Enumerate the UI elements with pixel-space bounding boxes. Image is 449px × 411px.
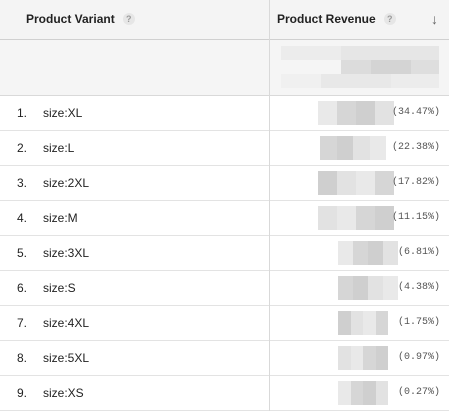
variant-link[interactable]: size:XS: [43, 386, 84, 400]
table-header: Product Variant ? Product Revenue ? ↓: [0, 0, 449, 40]
revenue-percentage: (17.82%): [391, 177, 440, 188]
revenue-percentage: (4.38%): [397, 282, 440, 293]
table-row[interactable]: 1. size:XL (34.47%): [0, 96, 449, 131]
redacted-revenue-value: [338, 241, 398, 265]
revenue-percentage: (34.47%): [391, 107, 440, 118]
row-index: 4.: [17, 211, 28, 225]
row-index: 6.: [17, 281, 28, 295]
row-index: 2.: [17, 141, 28, 155]
table-row[interactable]: 5. size:3XL (6.81%): [0, 236, 449, 271]
redacted-revenue-value: [338, 381, 388, 405]
redacted-revenue-value: [338, 311, 388, 335]
variant-link[interactable]: size:4XL: [43, 316, 90, 330]
row-index: 8.: [17, 351, 28, 365]
redacted-revenue-value: [338, 276, 398, 300]
variant-link[interactable]: size:S: [43, 281, 76, 295]
column-header-label: Product Variant: [26, 12, 115, 26]
revenue-percentage: (1.75%): [397, 317, 440, 328]
help-icon[interactable]: ?: [383, 13, 396, 25]
revenue-percentage: (22.38%): [391, 142, 440, 153]
help-icon[interactable]: ?: [122, 13, 135, 25]
table-row[interactable]: 2. size:L (22.38%): [0, 131, 449, 166]
variant-link[interactable]: size:3XL: [43, 246, 90, 260]
table-row[interactable]: 4. size:M (11.15%): [0, 201, 449, 236]
table-row[interactable]: 8. size:5XL (0.97%): [0, 341, 449, 376]
revenue-percentage: (6.81%): [397, 247, 440, 258]
variant-link[interactable]: size:5XL: [43, 351, 90, 365]
row-index: 9.: [17, 386, 28, 400]
redacted-total-value: [281, 46, 439, 88]
variant-link[interactable]: size:2XL: [43, 176, 90, 190]
revenue-percentage: (11.15%): [391, 212, 440, 223]
redacted-revenue-value: [338, 346, 388, 370]
row-index: 1.: [17, 106, 28, 120]
row-index: 7.: [17, 316, 28, 330]
column-divider: [269, 0, 270, 411]
variant-link[interactable]: size:M: [43, 211, 78, 225]
revenue-percentage: (0.97%): [397, 352, 440, 363]
table-row[interactable]: 9. size:XS (0.27%): [0, 376, 449, 411]
summary-row: [0, 40, 449, 96]
row-index: 3.: [17, 176, 28, 190]
table-row[interactable]: 7. size:4XL (1.75%): [0, 306, 449, 341]
row-index: 5.: [17, 246, 28, 260]
revenue-percentage: (0.27%): [397, 387, 440, 398]
column-header-label: Product Revenue: [277, 12, 376, 26]
redacted-revenue-value: [320, 136, 386, 160]
redacted-revenue-value: [318, 101, 394, 125]
column-header-product-variant[interactable]: Product Variant ?: [26, 12, 135, 26]
table-row[interactable]: 3. size:2XL (17.82%): [0, 166, 449, 201]
variant-link[interactable]: size:L: [43, 141, 75, 155]
column-header-product-revenue[interactable]: Product Revenue ?: [277, 12, 396, 26]
sort-descending-icon[interactable]: ↓: [431, 11, 438, 27]
redacted-revenue-value: [318, 206, 394, 230]
variant-link[interactable]: size:XL: [43, 106, 83, 120]
table-row[interactable]: 6. size:S (4.38%): [0, 271, 449, 306]
redacted-revenue-value: [318, 171, 394, 195]
